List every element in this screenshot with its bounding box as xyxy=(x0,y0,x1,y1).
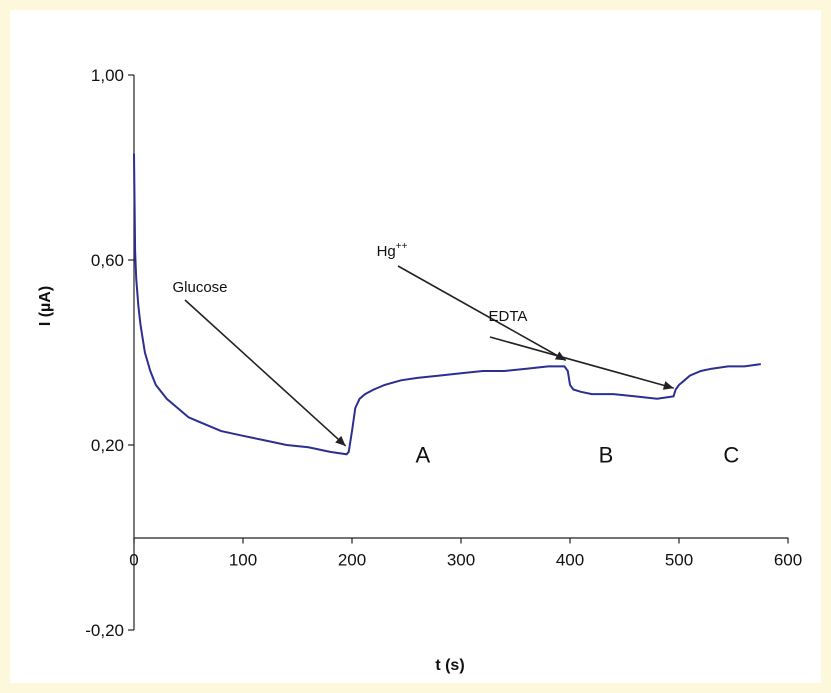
x-tick-label: 600 xyxy=(774,551,802,570)
region-label: C xyxy=(723,442,739,467)
series-line xyxy=(133,153,761,456)
annotation-arrow xyxy=(397,265,567,362)
annotation-label: EDTA xyxy=(489,308,528,325)
annotation-label: Hg++ xyxy=(377,241,408,260)
x-tick-label: 300 xyxy=(447,551,475,570)
x-tick-label: 100 xyxy=(229,551,257,570)
x-tick-label: 500 xyxy=(665,551,693,570)
x-tick-label: 0 xyxy=(129,551,138,570)
axis-ticks: 0 100 200 300 400 500 600 -0,20 0,20 0,60 1,00 xyxy=(85,66,802,640)
x-axis-label: t (s) xyxy=(435,657,464,674)
annotations: Glucose Hg++ EDTA xyxy=(172,241,674,447)
y-tick-label: 0,60 xyxy=(91,251,124,270)
y-tick-label: 0,20 xyxy=(91,436,124,455)
region-label: B xyxy=(599,442,614,467)
y-axis-label: I (µA) xyxy=(37,286,54,326)
region-label: A xyxy=(416,442,431,467)
annotation-arrowhead xyxy=(662,381,674,390)
x-tick-label: 400 xyxy=(556,551,584,570)
annotation-label: Glucose xyxy=(172,279,227,296)
chart-frame: 0 100 200 300 400 500 600 -0,20 0,20 0,60 1,00 Glu… xyxy=(10,10,821,683)
y-tick-label: -0,20 xyxy=(85,621,124,640)
annotation-arrow xyxy=(184,299,347,447)
x-tick-label: 200 xyxy=(338,551,366,570)
current-time-chart: 0 100 200 300 400 500 600 -0,20 0,20 0,60 1,00 Glu… xyxy=(37,66,802,674)
region-labels: A B C xyxy=(416,442,740,467)
annotation-arrowhead xyxy=(335,435,346,446)
y-tick-label: 1,00 xyxy=(91,66,124,85)
annotation-arrow xyxy=(489,336,674,389)
